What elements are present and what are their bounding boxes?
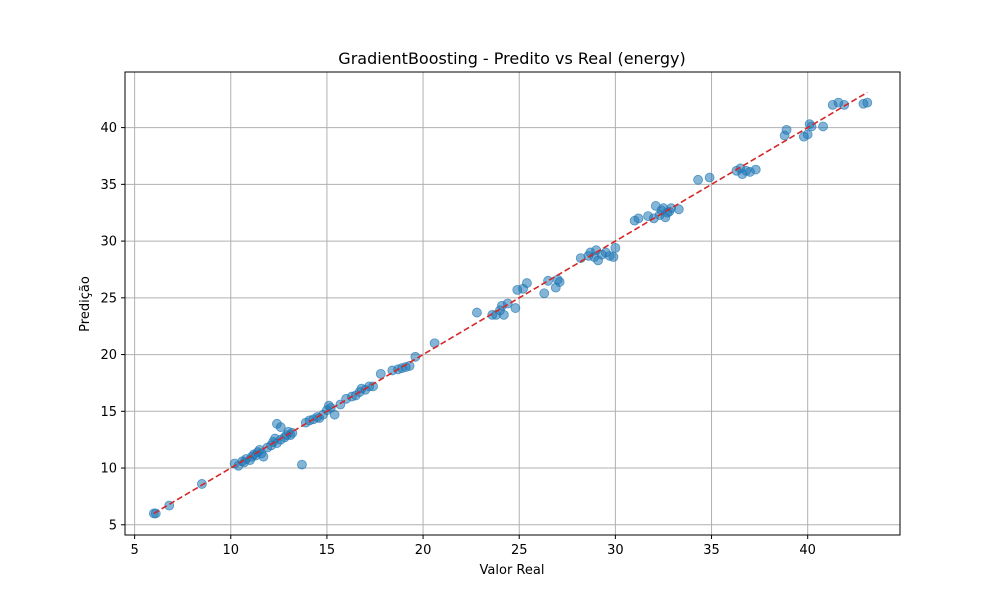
y-tick-label: 5 [109,518,117,533]
y-tick-label: 35 [100,178,117,193]
data-point [522,278,532,288]
data-point [404,361,415,371]
data-point [633,213,644,224]
data-point [802,129,813,140]
grid-lines [125,72,900,535]
data-point [275,422,286,433]
y-tick-label: 20 [100,348,117,363]
data-point [498,309,509,320]
data-point [750,164,761,175]
y-tick-label: 15 [100,405,117,420]
data-point [704,172,715,183]
data-point [472,307,482,318]
data-point [510,303,521,313]
data-point [673,204,684,215]
y-axis-ticks: 5 10 15 20 25 30 35 40 [100,121,125,533]
x-tick-label: 20 [415,543,432,558]
x-axis-ticks: 5 10 15 20 25 30 35 40 [130,535,816,558]
x-tick-label: 10 [222,543,239,558]
data-points [148,97,873,519]
data-point [839,100,850,110]
plot-frame [124,71,901,536]
data-point [368,381,378,392]
x-tick-label: 40 [799,543,816,558]
data-point [197,479,207,489]
data-point [543,275,553,286]
y-tick-label: 40 [100,121,117,136]
data-point [781,124,792,135]
x-tick-label: 25 [511,543,528,558]
x-tick-label: 5 [130,543,138,558]
y-tick-label: 25 [100,291,117,306]
reference-line [153,91,868,515]
data-point [297,459,307,470]
data-point [693,174,703,185]
y-tick-label: 10 [100,462,117,477]
data-point [608,252,619,262]
data-point [862,97,873,108]
x-tick-label: 35 [703,543,720,558]
y-tick-label: 30 [100,235,117,250]
x-axis-label: Valor Real [480,563,545,578]
x-tick-label: 15 [319,543,336,558]
chart-title: GradientBoosting - Predito vs Real (ener… [338,49,685,68]
data-point [329,409,340,420]
data-point [610,242,621,253]
data-point [258,451,269,462]
x-tick-label: 30 [607,543,624,558]
data-point [554,277,565,287]
y-axis-label: Predição [78,276,93,332]
data-point [818,121,828,132]
data-point [539,288,550,299]
data-point [375,368,386,379]
